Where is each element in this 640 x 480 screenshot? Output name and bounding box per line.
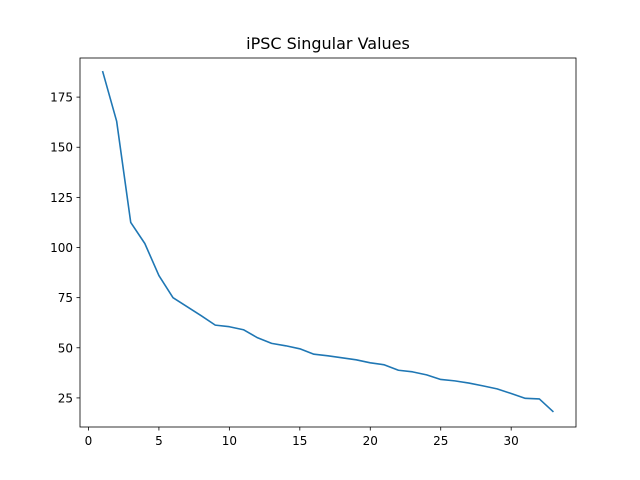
x-tick-label: 5 [155,434,163,448]
y-tick-label: 175 [50,91,73,105]
x-tick-label: 0 [85,434,93,448]
chart-title: iPSC Singular Values [246,34,410,53]
x-tick-label: 10 [222,434,237,448]
series-line [101,70,554,413]
x-tick-label: 15 [292,434,307,448]
x-tick-label: 30 [504,434,519,448]
y-tick-label: 50 [58,341,73,355]
plot-area: 0 5 10 15 20 25 30 25 50 75 100 125 150 175 [50,70,554,448]
y-tick-label: 75 [58,291,73,305]
x-tick-label: 20 [363,434,378,448]
y-tick-label: 25 [58,391,73,405]
y-tick-label: 100 [50,241,73,255]
axes-frame [79,57,577,428]
x-tick-label: 25 [433,434,448,448]
y-tick-label: 125 [50,191,73,205]
y-tick-label: 150 [50,141,73,155]
